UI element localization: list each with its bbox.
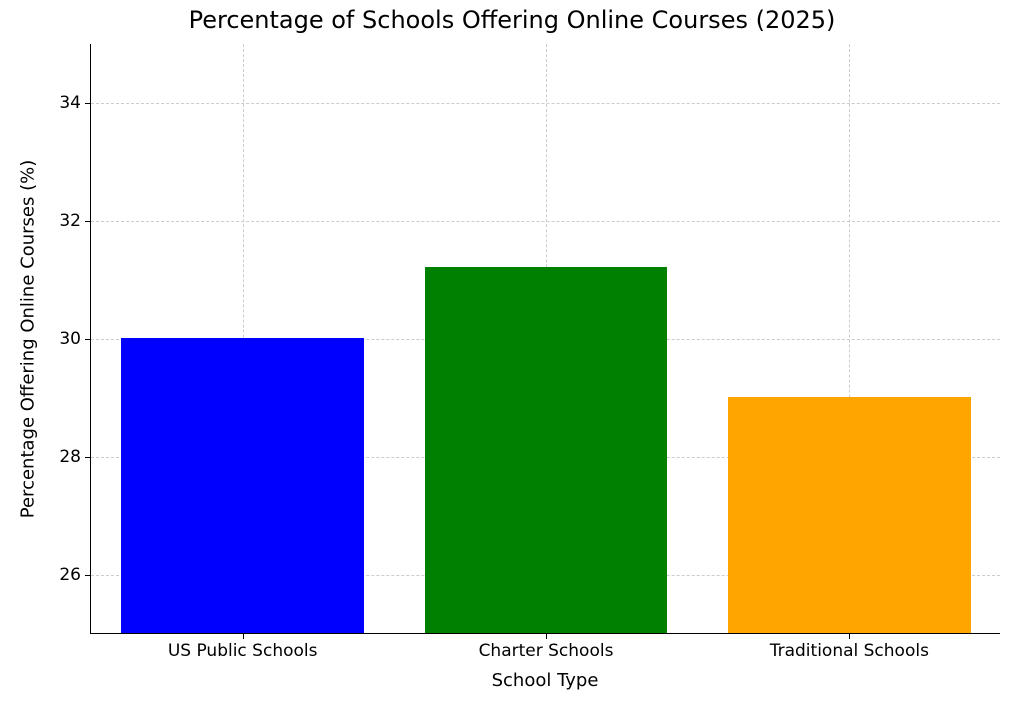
x-axis-label: School Type [492, 670, 599, 691]
x-tick-label: Charter Schools [479, 633, 614, 661]
y-tick-label: 32 [59, 211, 91, 231]
plot-area: 2628303234US Public SchoolsCharter Schoo… [90, 44, 1000, 634]
bar [121, 338, 364, 633]
chart-title: Percentage of Schools Offering Online Co… [0, 6, 1024, 34]
x-tick-label: Traditional Schools [770, 633, 929, 661]
y-axis-label: Percentage Offering Online Courses (%) [18, 160, 39, 518]
x-tick-label: US Public Schools [168, 633, 318, 661]
y-tick-label: 26 [59, 565, 91, 585]
y-tick-label: 28 [59, 447, 91, 467]
chart-container: Percentage of Schools Offering Online Co… [0, 0, 1024, 705]
y-tick-label: 30 [59, 329, 91, 349]
y-tick-label: 34 [59, 93, 91, 113]
bar [728, 397, 971, 633]
bar [425, 267, 668, 633]
